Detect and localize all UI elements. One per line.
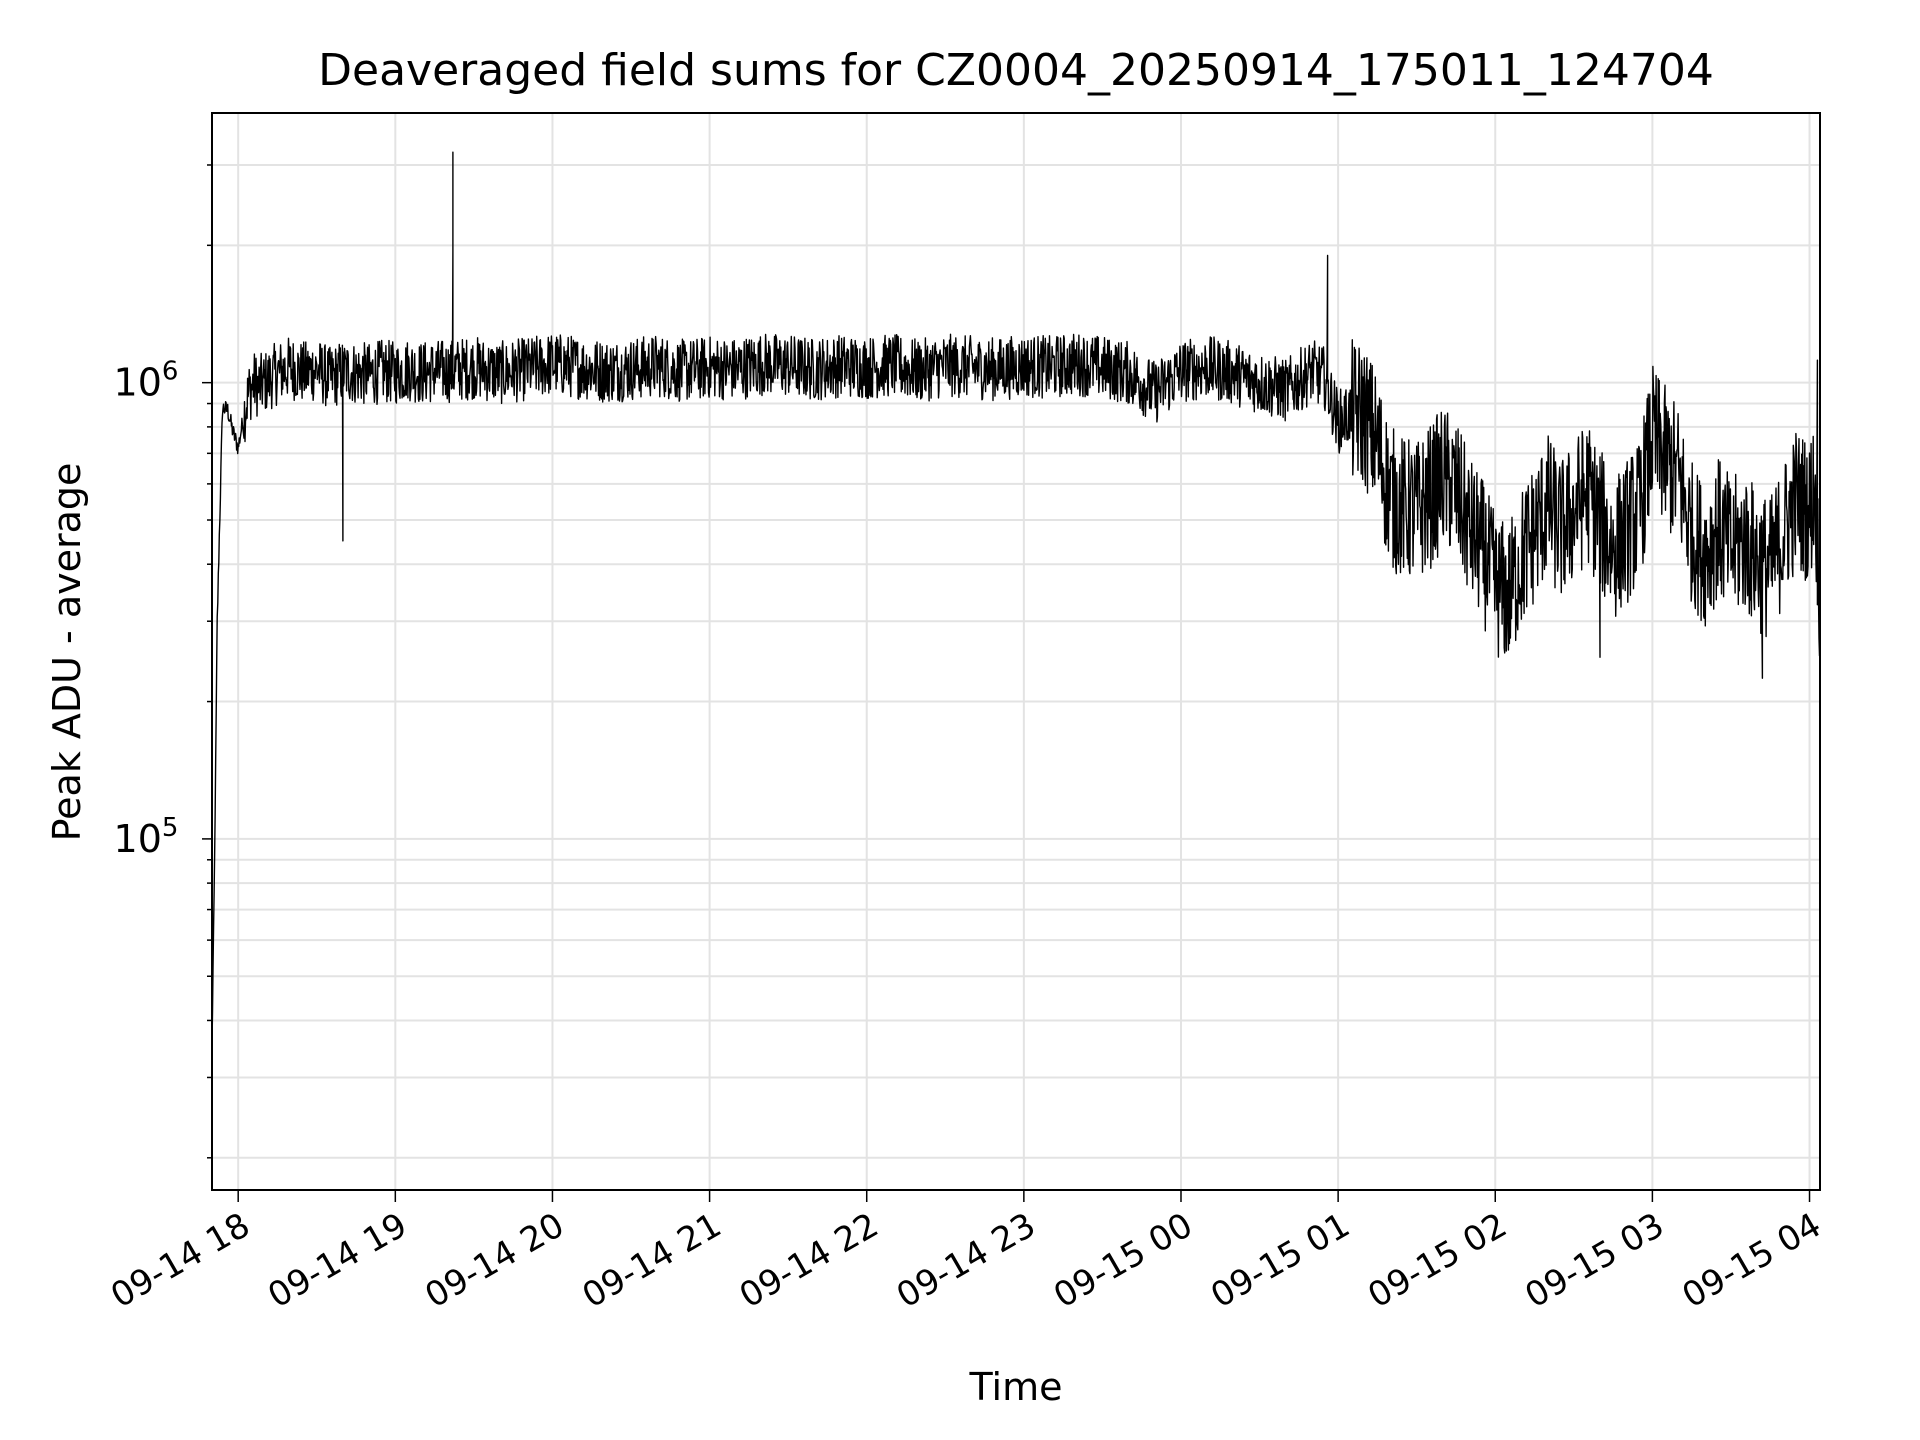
y-tick-label: 105 [114, 813, 179, 861]
grid [212, 113, 1820, 1190]
x-axis-label: Time [969, 1365, 1063, 1409]
series-line [211, 151, 1821, 1045]
y-tick-label: 106 [114, 357, 179, 405]
chart-title: Deaveraged field sums for CZ0004_2025091… [318, 45, 1714, 96]
series-layer [211, 151, 1821, 1045]
plot-frame [211, 112, 1821, 1191]
y-axis-label: Peak ADU - average [45, 463, 89, 842]
